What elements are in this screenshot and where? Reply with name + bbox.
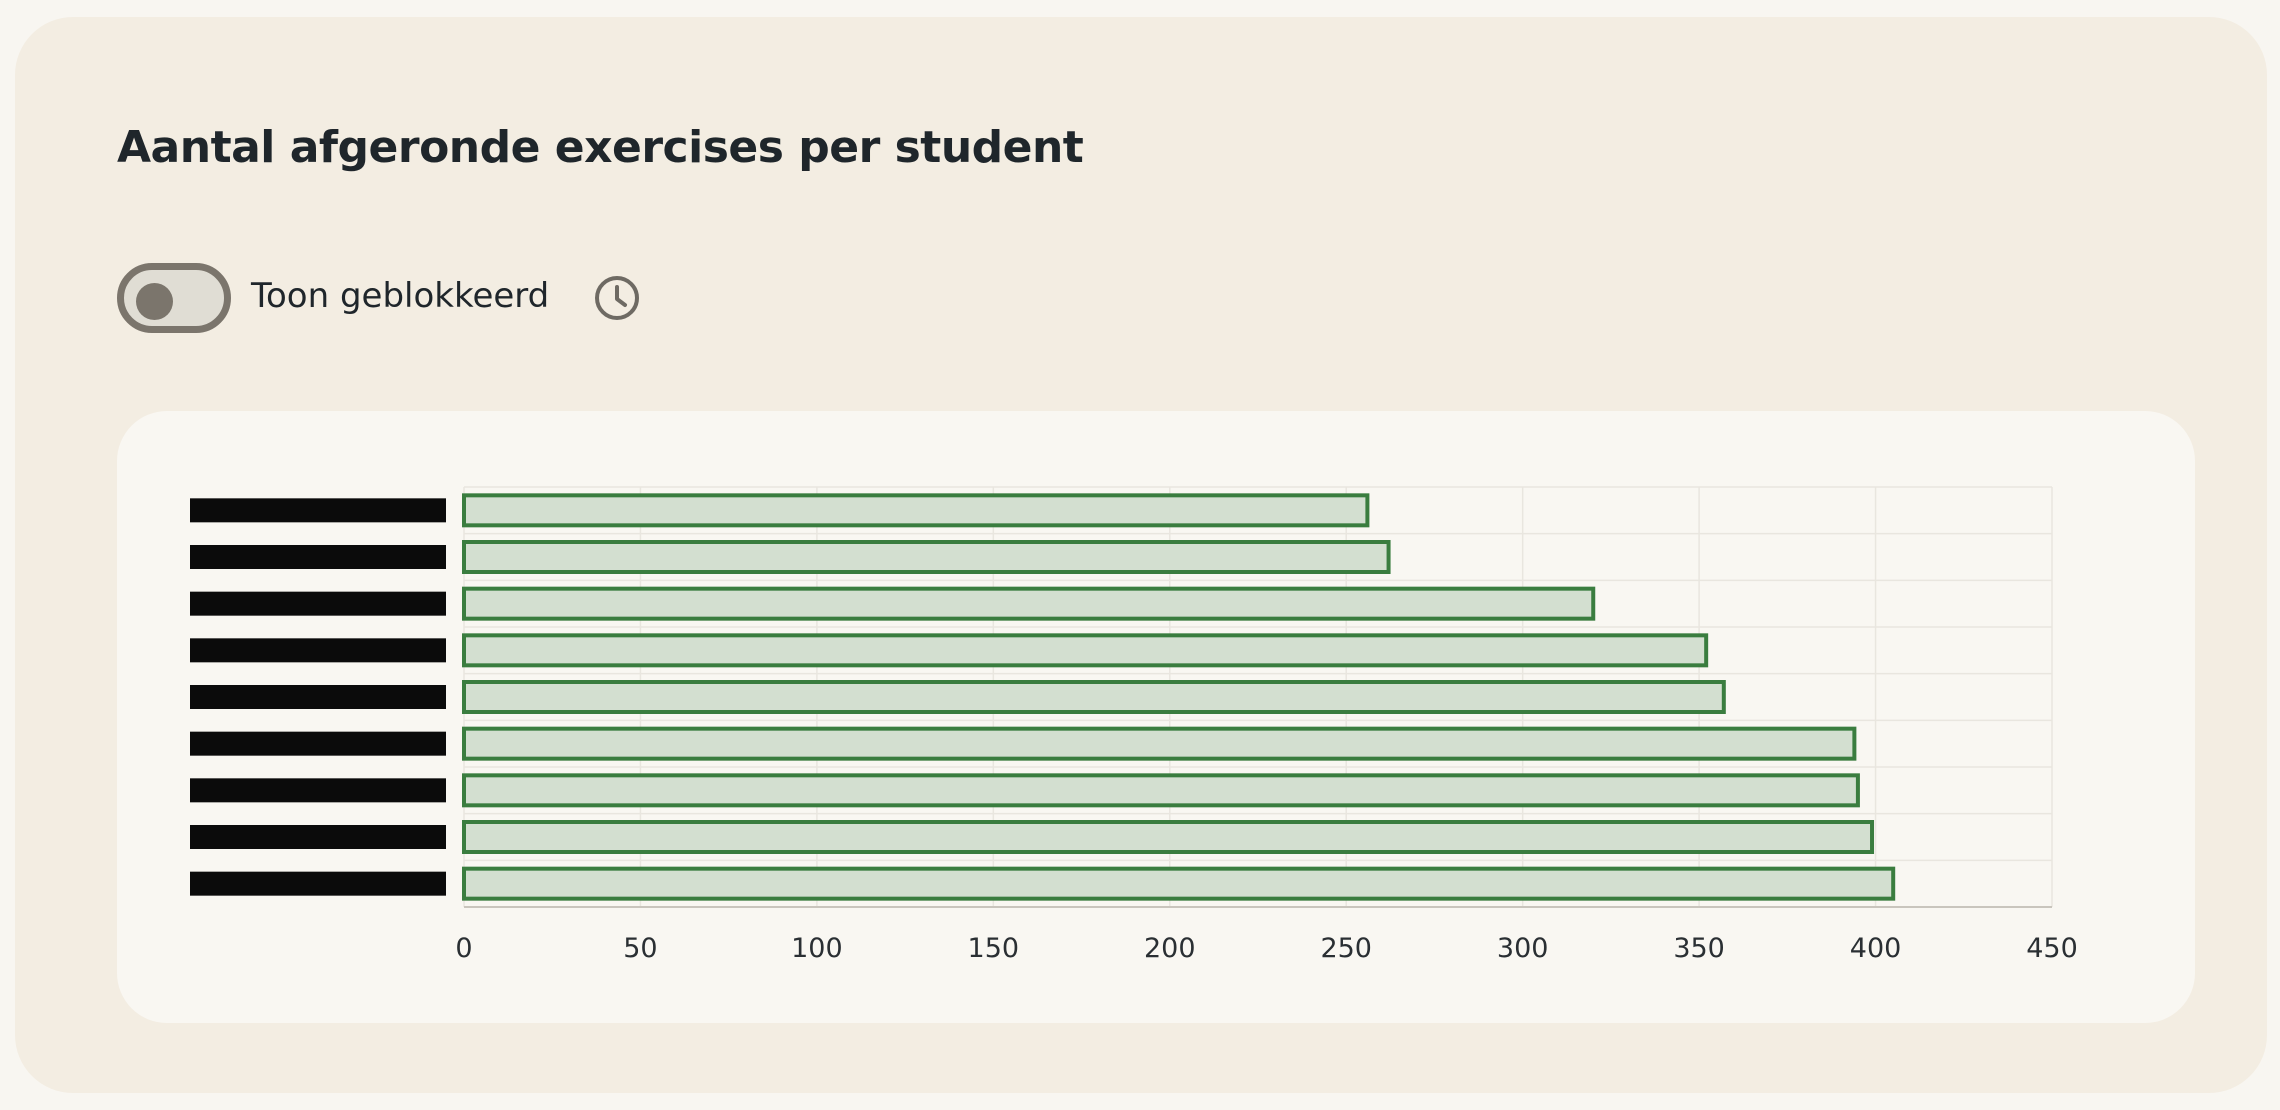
x-tick-label: 50 — [623, 933, 657, 964]
category-label-redacted — [190, 591, 446, 616]
x-tick-label: 150 — [968, 933, 1020, 964]
chart-card: 0 50 100 150 200 250 300 350 400 450 — [117, 411, 2195, 1023]
bar — [462, 726, 1857, 761]
bar-chart: 0 50 100 150 200 250 300 350 400 450 — [190, 486, 2078, 964]
toggle-knob — [136, 283, 173, 320]
bar — [462, 866, 1896, 901]
bar — [462, 540, 1391, 574]
category-label-redacted — [190, 498, 446, 523]
x-tick-label: 450 — [2026, 933, 2078, 964]
category-label-redacted — [190, 685, 446, 709]
category-label-redacted — [190, 731, 446, 756]
page-title: Aantal afgeronde exercises per student — [117, 122, 1084, 173]
x-tick-label: 200 — [1144, 933, 1196, 964]
clock-icon[interactable] — [593, 274, 641, 322]
category-label-redacted — [190, 545, 446, 569]
bar — [462, 586, 1596, 621]
x-tick-label: 300 — [1497, 933, 1549, 964]
x-tick-label: 100 — [791, 933, 843, 964]
x-tick-label: 400 — [1850, 933, 1902, 964]
x-tick-label: 250 — [1320, 933, 1372, 964]
x-tick-label: 0 — [455, 933, 472, 964]
bar — [462, 633, 1709, 668]
category-label-redacted — [190, 638, 446, 663]
show-blocked-toggle[interactable] — [117, 263, 231, 333]
x-tick-label: 350 — [1673, 933, 1725, 964]
bar — [462, 773, 1860, 808]
category-label-redacted — [190, 825, 446, 849]
toggle-label: Toon geblokkeerd — [251, 276, 550, 316]
bar — [462, 680, 1726, 714]
bar — [462, 820, 1875, 854]
category-label-redacted — [190, 778, 446, 803]
bar — [462, 493, 1370, 528]
category-label-redacted — [190, 871, 446, 896]
panel-card: Aantal afgeronde exercises per student T… — [15, 17, 2267, 1093]
